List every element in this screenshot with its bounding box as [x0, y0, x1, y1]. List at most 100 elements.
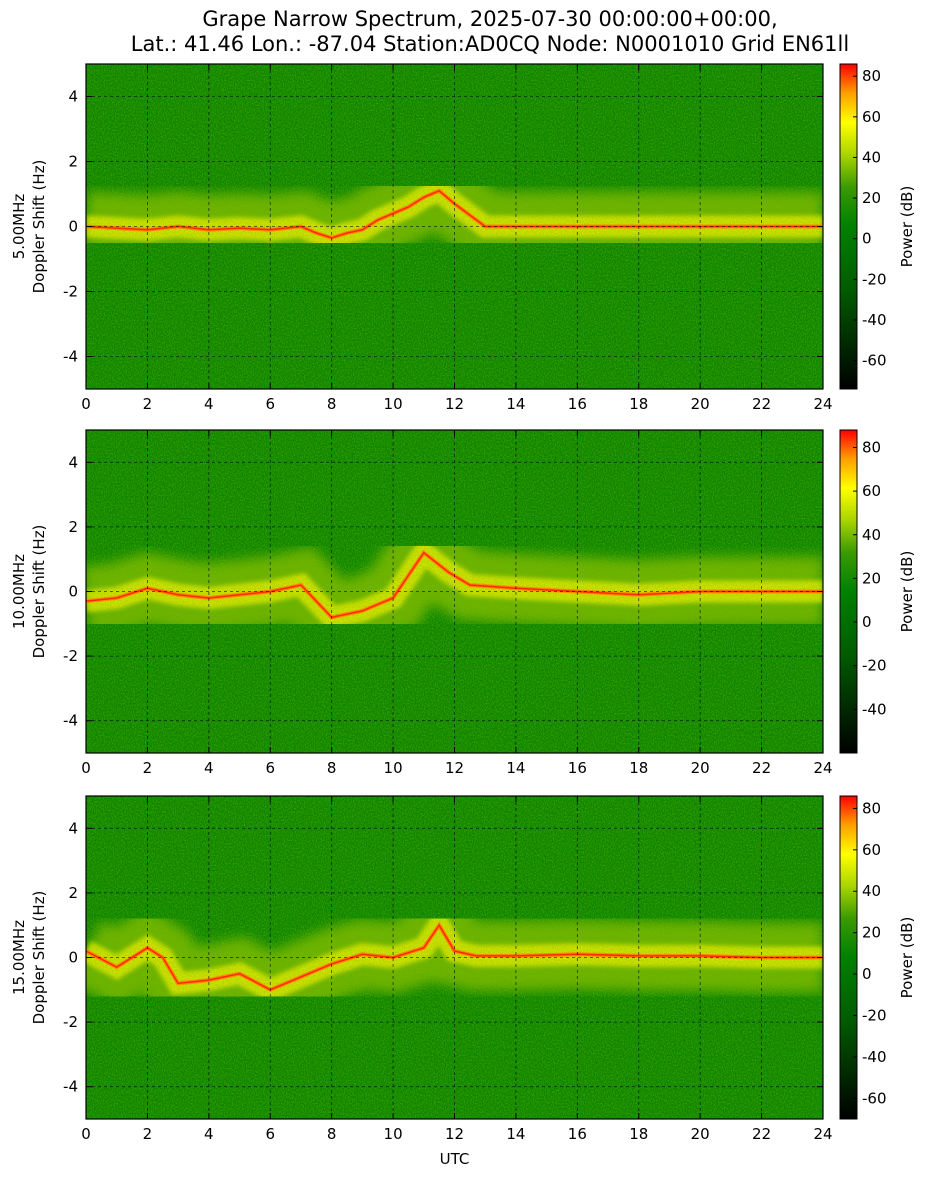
y-tick-label: -4 [63, 1078, 78, 1096]
colorbar: -60 -40 -20 0 20 40 60 80 Power (dB) [839, 63, 916, 390]
x-tick-label: 2 [143, 395, 153, 413]
x-tick-label: 14 [506, 1125, 525, 1143]
y-tick-label: 4 [68, 819, 78, 837]
heatmap-area [86, 430, 823, 753]
colorbar-tick-label: 60 [862, 482, 881, 500]
x-tick-label: 12 [445, 759, 464, 777]
x-tick-label: 0 [81, 1125, 91, 1143]
doppler-ridge-peak [86, 551, 823, 619]
colorbar-tick-label: -40 [862, 1048, 887, 1066]
y-tick-label: -2 [63, 647, 78, 665]
y-axis-label-frequency: 5.00MHz [10, 194, 28, 260]
colorbar-tick-label: 20 [862, 569, 881, 587]
x-axis-label: UTC [440, 1150, 470, 1168]
x-tick-label: 10 [384, 395, 403, 413]
x-tick-label: 0 [81, 759, 91, 777]
doppler-ridge-peak [86, 923, 823, 991]
colorbar-tick-label: 80 [862, 799, 881, 817]
y-axis-label-frequency: 15.00MHz [10, 920, 28, 995]
colorbar-tick-label: 60 [862, 108, 881, 126]
colorbar-tick-label: 80 [862, 67, 881, 85]
y-tick-label: 0 [68, 218, 78, 236]
colorbar-label: Power (dB) [898, 551, 916, 633]
x-tick-label: 24 [813, 1125, 832, 1143]
colorbar-tick-label: -20 [862, 657, 887, 675]
x-tick-label: 20 [691, 759, 710, 777]
x-tick-label: 16 [568, 759, 587, 777]
x-tick-label: 16 [568, 395, 587, 413]
colorbar-label: Power (dB) [898, 186, 916, 268]
colorbar-tick-label: 0 [862, 965, 872, 983]
colorbar-tick-label: 80 [862, 438, 881, 456]
y-axis-label-frequency: 10.00MHz [10, 554, 28, 629]
colorbar-tick-label: 60 [862, 841, 881, 859]
y-tick-label: -2 [63, 1013, 78, 1031]
x-tick-label: 22 [752, 1125, 771, 1143]
x-tick-label: 4 [204, 395, 214, 413]
x-tick-label: 22 [752, 395, 771, 413]
x-tick-label: 20 [691, 395, 710, 413]
x-tick-label: 24 [813, 395, 832, 413]
colorbar-tick-label: -40 [862, 700, 887, 718]
x-tick-label: 18 [629, 395, 648, 413]
x-tick-label: 18 [629, 1125, 648, 1143]
y-tick-label: 4 [68, 453, 78, 471]
colorbar: -60 -40 -20 0 20 40 60 80 Power (dB) [839, 795, 916, 1120]
colorbar-tick-label: -40 [862, 311, 887, 329]
y-axis-label: Doppler Shift (Hz) [30, 525, 48, 659]
x-tick-label: 6 [265, 395, 275, 413]
x-tick-label: 0 [81, 395, 91, 413]
heatmap-area [86, 64, 823, 389]
figure-title-line2: Lat.: 41.46 Lon.: -87.04 Station:AD0CQ N… [131, 32, 849, 56]
colorbar-tick-label: 40 [862, 882, 881, 900]
x-tick-label: 10 [384, 759, 403, 777]
colorbar-tick-label: 40 [862, 148, 881, 166]
y-axis-label: Doppler Shift (Hz) [30, 160, 48, 294]
colorbar-tick-label: -60 [862, 1089, 887, 1107]
x-tick-label: 12 [445, 1125, 464, 1143]
x-tick-label: 4 [204, 759, 214, 777]
x-tick-label: 8 [327, 759, 337, 777]
x-tick-label: 6 [265, 759, 275, 777]
x-tick-label: 8 [327, 1125, 337, 1143]
x-tick-label: 18 [629, 759, 648, 777]
colorbar-tick-label: 20 [862, 924, 881, 942]
y-tick-label: -2 [63, 283, 78, 301]
colorbar-gradient [839, 795, 858, 1120]
y-tick-label: 2 [68, 153, 78, 171]
x-tick-label: 12 [445, 395, 464, 413]
colorbar-tick-label: 20 [862, 189, 881, 207]
colorbar-tick-label: 0 [862, 613, 872, 631]
colorbar-tick-label: 0 [862, 230, 872, 248]
x-tick-label: 2 [143, 1125, 153, 1143]
x-tick-label: 14 [506, 759, 525, 777]
figure-title-line1: Grape Narrow Spectrum, 2025-07-30 00:00:… [202, 7, 777, 31]
doppler-ridge-peak [86, 189, 823, 239]
x-tick-label: 22 [752, 759, 771, 777]
y-tick-label: 2 [68, 884, 78, 902]
y-tick-label: 0 [68, 949, 78, 967]
colorbar-tick-label: -20 [862, 270, 887, 288]
colorbar-label: Power (dB) [898, 917, 916, 999]
x-tick-label: 20 [691, 1125, 710, 1143]
colorbar-tick-label: 40 [862, 526, 881, 544]
y-tick-label: -4 [63, 348, 78, 366]
colorbar: -40 -20 0 20 40 60 80 Power (dB) [839, 429, 916, 754]
y-tick-label: 2 [68, 518, 78, 536]
x-tick-label: 10 [384, 1125, 403, 1143]
y-tick-label: -4 [63, 712, 78, 730]
x-tick-label: 16 [568, 1125, 587, 1143]
x-tick-label: 2 [143, 759, 153, 777]
y-axis-label: Doppler Shift (Hz) [30, 891, 48, 1025]
colorbar-tick-label: -60 [862, 352, 887, 370]
colorbar-gradient [839, 63, 858, 390]
heatmap-area [86, 796, 823, 1119]
colorbar-gradient [839, 429, 858, 754]
x-tick-label: 8 [327, 395, 337, 413]
colorbar-tick-label: -20 [862, 1006, 887, 1024]
x-tick-label: 6 [265, 1125, 275, 1143]
